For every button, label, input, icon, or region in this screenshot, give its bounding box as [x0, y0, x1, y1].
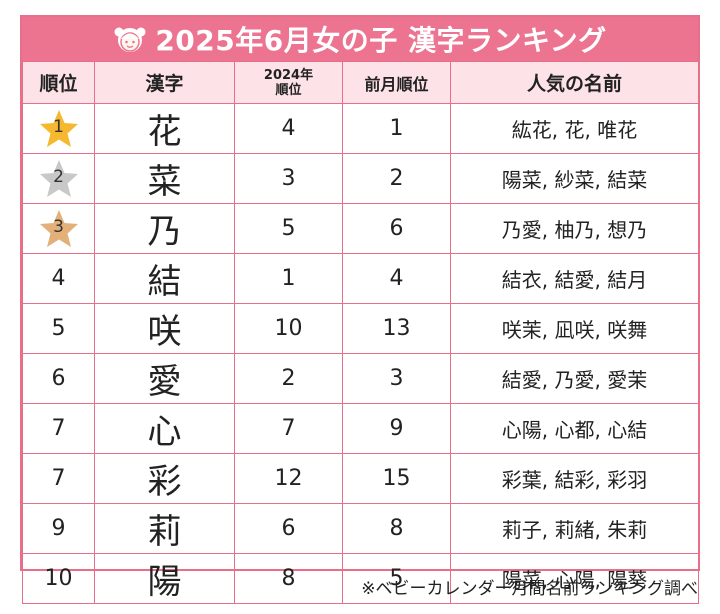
- table-row: 7 心 7 9 心陽, 心都, 心結: [22, 403, 699, 454]
- prev-month-cell: 3: [342, 353, 451, 404]
- prev-month-cell: 8: [342, 503, 451, 554]
- kanji-cell: 莉: [94, 503, 235, 554]
- names-cell: 結衣, 結愛, 結月: [450, 253, 699, 304]
- prev-month-cell: 1: [342, 103, 451, 154]
- kanji-cell: 菜: [94, 153, 235, 204]
- source-footnote: ※ベビーカレンダー月間名前ランキング調べ: [361, 579, 698, 599]
- names-cell: 紘花, 花, 唯花: [450, 103, 699, 154]
- rank-cell: 6: [22, 353, 95, 404]
- prev-month-cell: 13: [342, 303, 451, 354]
- table-row: 5 咲 10 13 咲茉, 凪咲, 咲舞: [22, 303, 699, 354]
- kanji-cell: 乃: [94, 203, 235, 254]
- kanji-cell: 咲: [94, 303, 235, 354]
- silver-star-icon: 2: [37, 157, 81, 201]
- rank-cell: 1: [22, 103, 95, 154]
- table-row: 1 花 4 1 紘花, 花, 唯花: [22, 103, 699, 154]
- names-cell: 心陽, 心都, 心結: [450, 403, 699, 454]
- table-row: 3 乃 5 6 乃愛, 柚乃, 想乃: [22, 203, 699, 254]
- rank2024-cell: 5: [234, 203, 343, 254]
- gold-star-icon: 1: [37, 107, 81, 151]
- kanji-cell: 愛: [94, 353, 235, 404]
- names-cell: 陽菜, 紗菜, 結菜: [450, 153, 699, 204]
- prev-month-cell: 15: [342, 453, 451, 504]
- kanji-cell: 彩: [94, 453, 235, 504]
- names-cell: 莉子, 莉緒, 朱莉: [450, 503, 699, 554]
- title-bar: 2025年6月女の子 漢字ランキング: [22, 17, 698, 61]
- rank-cell: 9: [22, 503, 95, 554]
- ranking-table: 順位 漢字 2024年 順位 前月順位 人気の名前 1 花 4: [22, 61, 699, 604]
- table-row: 2 菜 3 2 陽菜, 紗菜, 結菜: [22, 153, 699, 204]
- names-cell: 陽菜, 心陽, 陽葵: [450, 553, 699, 604]
- rank2024-cell: 8: [234, 553, 343, 604]
- prev-month-cell: 6: [342, 203, 451, 254]
- bronze-star-icon: 3: [37, 207, 81, 251]
- rank-cell: 4: [22, 253, 95, 304]
- rank-cell: 7: [22, 403, 95, 454]
- rank-cell: 2: [22, 153, 95, 204]
- names-cell: 彩葉, 結彩, 彩羽: [450, 453, 699, 504]
- table-row: 6 愛 2 3 結愛, 乃愛, 愛茉: [22, 353, 699, 404]
- page-title: 2025年6月女の子 漢字ランキング: [155, 24, 607, 57]
- names-cell: 咲茉, 凪咲, 咲舞: [450, 303, 699, 354]
- header-rank-2024-line1: 2024年: [263, 67, 314, 83]
- rank-cell: 7: [22, 453, 95, 504]
- rank2024-cell: 2: [234, 353, 343, 404]
- rank2024-cell: 10: [234, 303, 343, 354]
- rank-cell: 3: [22, 203, 95, 254]
- rank2024-cell: 4: [234, 103, 343, 154]
- prev-month-cell: 9: [342, 403, 451, 454]
- rank2024-cell: 12: [234, 453, 343, 504]
- girl-face-icon: [114, 27, 146, 52]
- ranking-panel: 2025年6月女の子 漢字ランキング 順位 漢字 2024年 順位 前月順位 人…: [20, 15, 700, 604]
- header-rank-2024-line2: 順位: [275, 82, 302, 98]
- table-row: 9 莉 6 8 莉子, 莉緒, 朱莉: [22, 503, 699, 554]
- prev-month-cell: 2: [342, 153, 451, 204]
- names-cell: 結愛, 乃愛, 愛茉: [450, 353, 699, 404]
- rank2024-cell: 7: [234, 403, 343, 454]
- table-row: 4 結 1 4 結衣, 結愛, 結月: [22, 253, 699, 304]
- header-kanji: 漢字: [94, 61, 235, 104]
- rank2024-cell: 6: [234, 503, 343, 554]
- kanji-cell: 心: [94, 403, 235, 454]
- names-cell: 乃愛, 柚乃, 想乃: [450, 203, 699, 254]
- rank-cell: 10: [22, 553, 95, 604]
- header-rank-2024: 2024年 順位: [234, 61, 343, 104]
- header-popular-names: 人気の名前: [450, 61, 699, 104]
- table-row: 7 彩 12 15 彩葉, 結彩, 彩羽: [22, 453, 699, 504]
- header-rank: 順位: [22, 61, 95, 104]
- kanji-cell: 陽: [94, 553, 235, 604]
- table-row: 10 陽 8 5 陽菜, 心陽, 陽葵: [22, 553, 699, 604]
- rank-number: 1: [53, 116, 64, 137]
- prev-month-cell: 4: [342, 253, 451, 304]
- rank2024-cell: 1: [234, 253, 343, 304]
- header-prev-month: 前月順位: [342, 61, 451, 104]
- rank-number: 2: [53, 166, 64, 187]
- rank2024-cell: 3: [234, 153, 343, 204]
- rank-number: 3: [53, 216, 64, 237]
- kanji-cell: 花: [94, 103, 235, 154]
- kanji-cell: 結: [94, 253, 235, 304]
- header-row: 順位 漢字 2024年 順位 前月順位 人気の名前: [22, 61, 699, 104]
- rank-cell: 5: [22, 303, 95, 354]
